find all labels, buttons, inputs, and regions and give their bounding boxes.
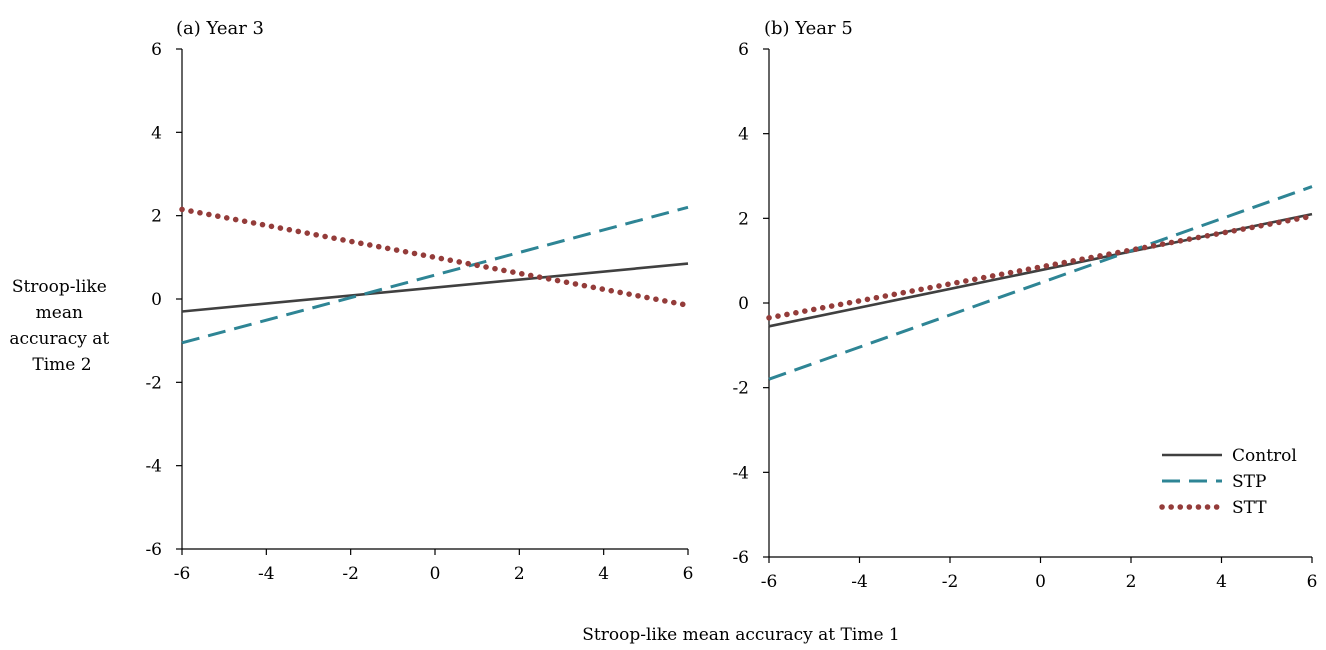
x-tick-label: 6 [683, 564, 694, 584]
y-tick-label: 2 [738, 209, 749, 229]
x-tick-label: -4 [258, 564, 275, 584]
series-line-control-panel-b [768, 212, 1313, 328]
x-tick-label: 0 [1035, 572, 1046, 592]
y-axis-title: Stroop-like mean accuracy at Time 2 [9, 277, 114, 375]
x-tick-label: 6 [1307, 572, 1318, 592]
legend-label-control: Control [1232, 446, 1297, 466]
y-tick-label: 0 [151, 290, 162, 310]
y-tick-label: -4 [145, 457, 162, 477]
series-line-control-panel-a [181, 262, 689, 313]
series-line-stp-panel-b [768, 185, 1313, 381]
x-tick-label: -2 [342, 564, 359, 584]
y-axis-title-line: mean [36, 303, 83, 323]
y-tick-label: 4 [738, 125, 749, 145]
y-tick-label: 4 [151, 123, 162, 143]
y-tick-label: -6 [145, 540, 162, 560]
y-tick-label: 6 [738, 40, 749, 60]
series-line-stt-panel-b [766, 213, 1315, 321]
x-tick-label: 4 [598, 564, 609, 584]
legend-label-stp: STP [1232, 472, 1266, 492]
panel-title: (a) Year 3 [176, 18, 264, 39]
x-tick-label: -6 [174, 564, 191, 584]
x-tick-label: 0 [430, 564, 441, 584]
x-tick-label: -4 [851, 572, 868, 592]
y-tick-label: -4 [732, 463, 749, 483]
y-tick-label: 2 [151, 207, 162, 227]
panel-year-3: (a) Year 3 -6 -4 -2 0 2 4 6 -6 -4 -2 0 2 4 6 [145, 18, 693, 584]
x-tick-label: -6 [761, 572, 778, 592]
series-line-stp-panel-a [181, 205, 689, 345]
panel-title: (b) Year 5 [764, 18, 853, 39]
x-tick-label: 2 [1126, 572, 1137, 592]
y-axis-title-line: accuracy at [9, 329, 109, 349]
y-tick-label: 6 [151, 40, 162, 60]
y-axis-title-line: Time 2 [32, 355, 91, 375]
y-tick-label: 0 [738, 294, 749, 314]
x-axis-title: Stroop-like mean accuracy at Time 1 [582, 625, 899, 645]
y-tick-label: -2 [732, 379, 749, 399]
y-tick-label: -6 [732, 548, 749, 568]
legend-label-stt: STT [1232, 498, 1267, 518]
y-tick-label: -2 [145, 373, 162, 393]
series-line-stt-panel-a [179, 206, 691, 309]
legend: Control STP STT [1159, 446, 1297, 518]
x-tick-label: -2 [942, 572, 959, 592]
x-tick-label: 4 [1216, 572, 1227, 592]
y-axis-title-line: Stroop-like [12, 277, 107, 297]
x-tick-label: 2 [514, 564, 525, 584]
panel-year-5: (b) Year 5 -6 -4 -2 0 2 4 6 -6 -4 -2 0 2 4 6 [732, 18, 1317, 592]
